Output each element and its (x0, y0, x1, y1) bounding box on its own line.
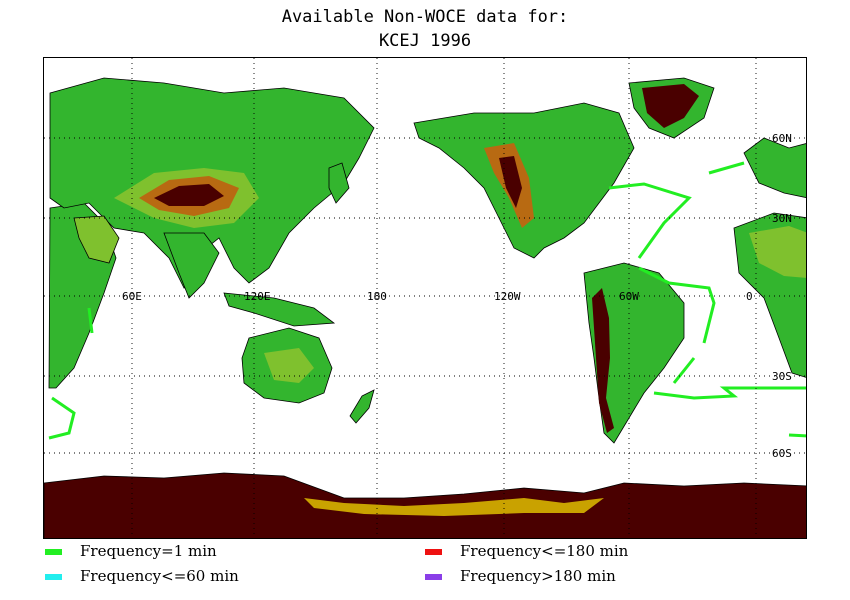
land-andes (592, 288, 614, 433)
latitude-label: 60N (772, 132, 792, 145)
track-south-atlantic (672, 357, 696, 384)
longitude-label: 120W (494, 290, 521, 303)
land-south-america (583, 262, 685, 444)
grid-lines (44, 58, 806, 538)
chart-title: Available Non-WOCE data for: (281, 7, 569, 27)
land-antarctica-coast (304, 498, 604, 516)
land-rockies-peak (499, 156, 522, 208)
land-new-zealand (349, 389, 375, 424)
longitude-label: 0 (746, 290, 753, 303)
track-north-atlantic (608, 182, 692, 259)
latitude-labels: 60N 30N 30S 60S (772, 132, 792, 460)
legend-label-1min: Frequency=1 min (80, 542, 217, 560)
legend-swatch-gt180min (425, 574, 442, 580)
legend-swatch-180min (425, 549, 442, 555)
land-europe (743, 137, 806, 198)
track-south-atlantic-east (653, 386, 806, 400)
longitude-labels: 60E 120E 180 120W 60W 0 (122, 290, 753, 303)
longitude-label: 180 (367, 290, 387, 303)
land-masses (44, 77, 806, 538)
track-mid-atlantic (638, 266, 716, 344)
track-southern-ocean (788, 433, 806, 438)
track-north-atlantic-east (708, 161, 745, 175)
longitude-label: 60W (619, 290, 639, 303)
legend-swatch-60min (45, 574, 62, 580)
longitude-label: 120E (244, 290, 271, 303)
land-tibet-peak (154, 184, 224, 206)
land-japan (328, 162, 350, 204)
legend-label-gt180min: Frequency>180 min (460, 567, 616, 585)
land-india (163, 232, 220, 299)
track-indian-ocean (48, 396, 76, 440)
legend-label-60min: Frequency<=60 min (80, 567, 239, 585)
legend-label-180min: Frequency<=180 min (460, 542, 629, 560)
world-map: 60E 120E 180 120W 60W 0 60N 30N 30S 60S (43, 57, 807, 539)
latitude-label: 60S (772, 447, 792, 460)
chart-subtitle: KCEJ 1996 (378, 31, 472, 51)
land-arabia (73, 215, 120, 264)
map-canvas: 60E 120E 180 120W 60W 0 60N 30N 30S 60S (44, 58, 806, 538)
land-australia-inner (264, 348, 314, 383)
track-east-africa (87, 307, 94, 334)
ship-tracks (48, 161, 806, 440)
land-indonesia (223, 292, 336, 327)
latitude-label: 30S (772, 370, 792, 383)
land-sahara (749, 226, 806, 278)
land-greenland-ice (642, 84, 699, 128)
legend-swatch-1min (45, 549, 62, 555)
longitude-label: 60E (122, 290, 142, 303)
latitude-label: 30N (772, 212, 792, 225)
